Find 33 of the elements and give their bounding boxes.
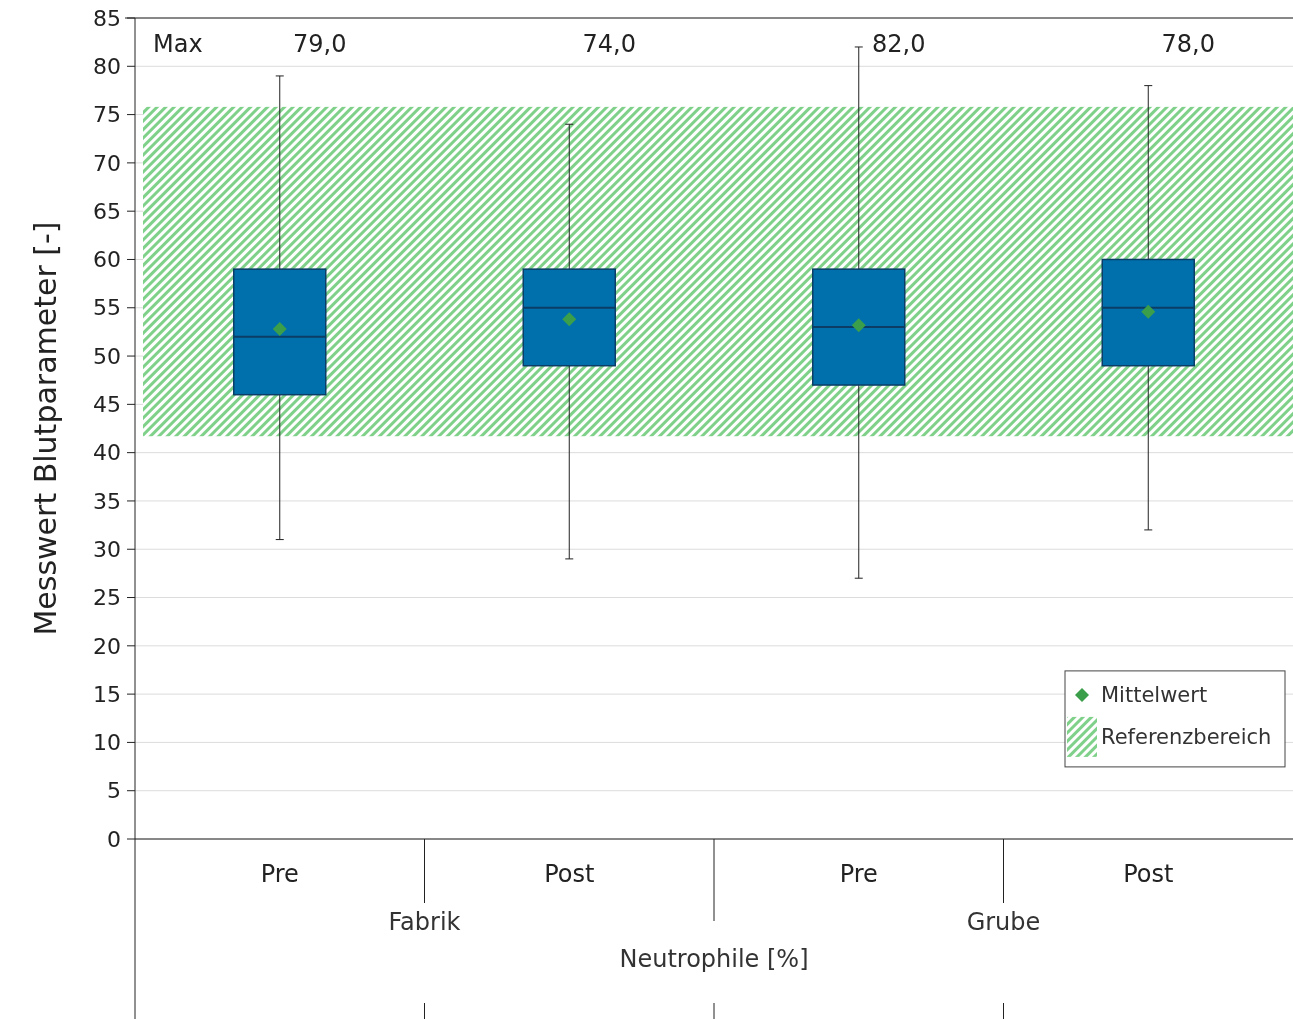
y-tick-label: 30 <box>93 536 121 562</box>
y-tick-label: 75 <box>93 102 121 128</box>
y-tick-label: 85 <box>93 5 121 31</box>
annotation: 82,0 <box>872 30 926 58</box>
annotation: 78,0 <box>1161 30 1215 58</box>
x-axis-title: Neutrophile [%] <box>619 945 809 973</box>
annotation: 74,0 <box>582 30 636 58</box>
y-tick-label: 55 <box>93 295 121 321</box>
x-tick-label: Post <box>1123 860 1174 888</box>
text: Fabrik <box>388 908 461 936</box>
annotation: Max <box>153 30 203 58</box>
y-tick-label: 0 <box>107 826 121 852</box>
y-tick-label: 80 <box>93 53 121 79</box>
annotation: 79,0 <box>293 30 347 58</box>
y-tick-label: 50 <box>93 343 121 369</box>
y-tick-label: 70 <box>93 150 121 176</box>
y-tick-label: 60 <box>93 247 121 273</box>
legend-label: Mittelwert <box>1101 683 1208 708</box>
y-tick-label: 15 <box>93 681 121 707</box>
y-tick-label: 20 <box>93 633 121 659</box>
x-tick-label: Pre <box>260 860 299 888</box>
y-tick-label: 45 <box>93 392 121 418</box>
x-tick-label: Pre <box>839 860 878 888</box>
y-tick-label: 10 <box>93 730 121 756</box>
legend-label: Referenzbereich <box>1101 725 1272 750</box>
y-axis-title: Messwert Blutparameter [-] <box>28 221 63 636</box>
y-tick-label: 25 <box>93 585 121 611</box>
x-tick-label: Post <box>544 860 595 888</box>
y-tick-label: 40 <box>93 440 121 466</box>
y-tick-label: 35 <box>93 488 121 514</box>
text: Grube <box>966 908 1041 936</box>
y-tick-label: 5 <box>107 778 121 804</box>
y-tick-label: 65 <box>93 198 121 224</box>
